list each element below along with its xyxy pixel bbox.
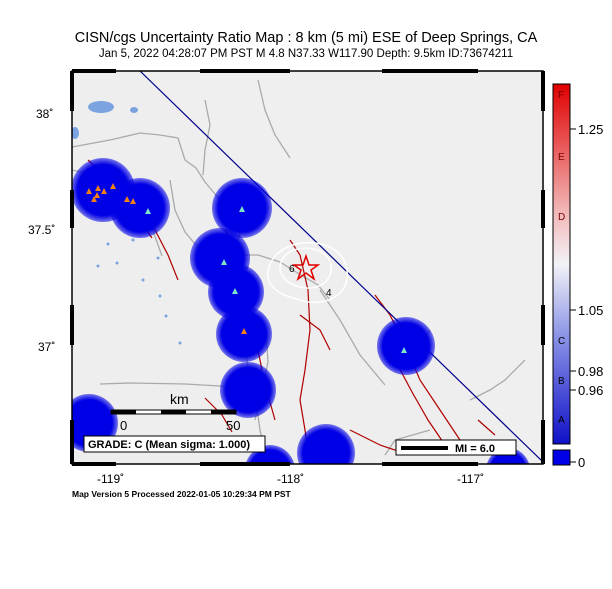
scale-bar: km 0 50 <box>110 391 240 433</box>
mmi-legend-box <box>395 439 517 456</box>
svg-text:0.96: 0.96 <box>578 383 603 398</box>
colorbar-values: 1.25 1.05 0.98 0.96 0 <box>578 122 603 470</box>
lon-label-117: -117˚ <box>457 472 484 486</box>
colorbar-zero-swatch <box>552 449 571 466</box>
lat-label-37-5: 37.5˚ <box>28 223 55 237</box>
mmi-legend-text: MI = 6.0 <box>455 443 495 455</box>
lat-label-37: 37˚ <box>38 340 55 354</box>
grade-text: GRADE: C (Mean sigma: 1.000) <box>88 439 250 451</box>
state-border <box>139 71 543 463</box>
mmi-contours <box>267 241 348 304</box>
contour-label-6: 6 <box>289 264 295 275</box>
svg-text:D: D <box>558 212 565 223</box>
scale-tick-0: 0 <box>120 418 127 433</box>
lon-label-119: -119˚ <box>97 472 124 486</box>
lon-label-118: -118˚ <box>277 472 304 486</box>
scale-tick-50: 50 <box>226 418 240 433</box>
svg-text:1.25: 1.25 <box>578 122 603 137</box>
svg-text:F: F <box>558 90 564 101</box>
svg-text:E: E <box>558 152 565 163</box>
grade-box <box>83 435 266 453</box>
map-title: CISN/cgs Uncertainty Ratio Map : 8 km (5… <box>74 30 538 46</box>
colorbar-letters: F E D C B A <box>558 90 565 426</box>
svg-text:1.05: 1.05 <box>578 303 603 318</box>
map-frame <box>71 70 544 465</box>
colorbar <box>552 83 571 445</box>
svg-text:0: 0 <box>578 455 585 470</box>
svg-text:C: C <box>558 336 565 347</box>
svg-text:B: B <box>558 376 565 387</box>
scale-unit: km <box>170 391 189 407</box>
contour-label-4: 4 <box>326 288 332 299</box>
lakes <box>72 101 182 345</box>
stations <box>86 183 407 353</box>
map-version-footer: Map Version 5 Processed 2022-01-05 10:29… <box>72 489 291 499</box>
colorbar-ticks <box>570 128 576 463</box>
lat-label-38: 38˚ <box>36 107 53 121</box>
svg-text:0.98: 0.98 <box>578 364 603 379</box>
epicenter-star <box>291 253 321 282</box>
svg-text:A: A <box>558 415 565 426</box>
frame-ticks <box>70 69 545 466</box>
event-info: Jan 5, 2022 04:28:07 PM PST M 4.8 N37.33… <box>98 48 514 60</box>
